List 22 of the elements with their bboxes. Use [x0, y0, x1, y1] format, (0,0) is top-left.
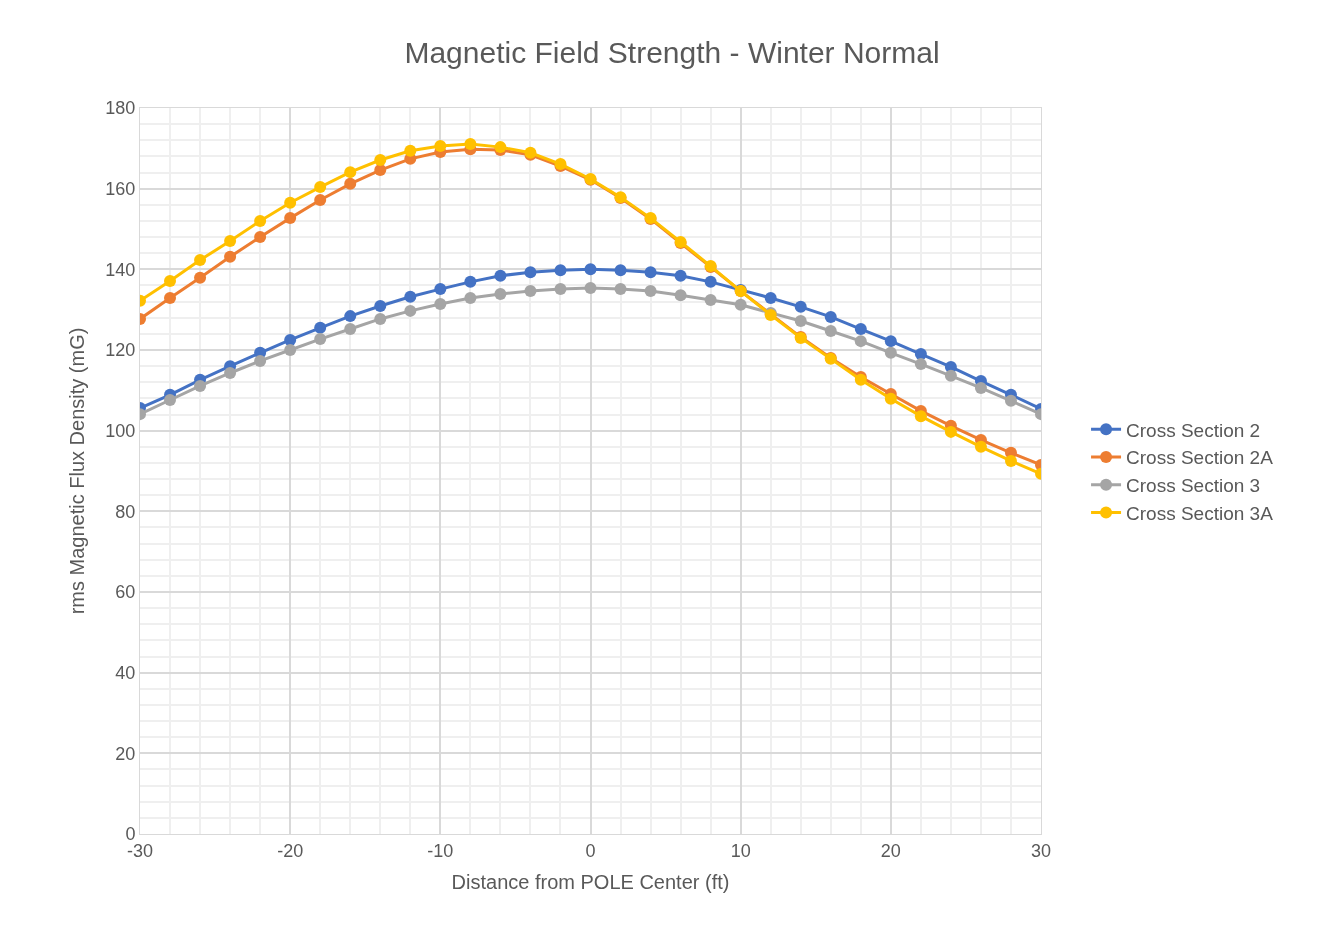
legend-label: Cross Section 2	[1126, 419, 1261, 441]
chart-title: Magnetic Field Strength - Winter Normal	[404, 35, 940, 69]
y-axis-title: rms Magnetic Flux Density (mG)	[65, 327, 88, 615]
legend-label: Cross Section 2A	[1126, 447, 1274, 469]
x-tick-label: 30	[1030, 840, 1052, 861]
x-axis-title: Distance from POLE Center (ft)	[451, 871, 730, 894]
y-tick-label: 120	[105, 340, 136, 361]
x-tick-label: 10	[730, 840, 751, 861]
y-tick-label: 60	[115, 582, 136, 603]
y-tick-label: 100	[105, 420, 136, 441]
y-tick-label: 140	[105, 259, 136, 280]
legend-label: Cross Section 3	[1126, 475, 1261, 497]
x-tick-label: 0	[585, 840, 596, 861]
y-tick-label: 40	[115, 662, 136, 683]
x-tick-label: -20	[277, 840, 304, 861]
y-tick-label: 180	[105, 98, 136, 119]
x-tick-label: 20	[880, 840, 901, 861]
legend-label: Cross Section 3A	[1126, 502, 1274, 524]
y-tick-label: 80	[115, 501, 136, 522]
x-tick-label: -10	[427, 840, 454, 861]
y-tick-label: 20	[115, 743, 136, 764]
y-tick-label: 160	[105, 178, 136, 199]
